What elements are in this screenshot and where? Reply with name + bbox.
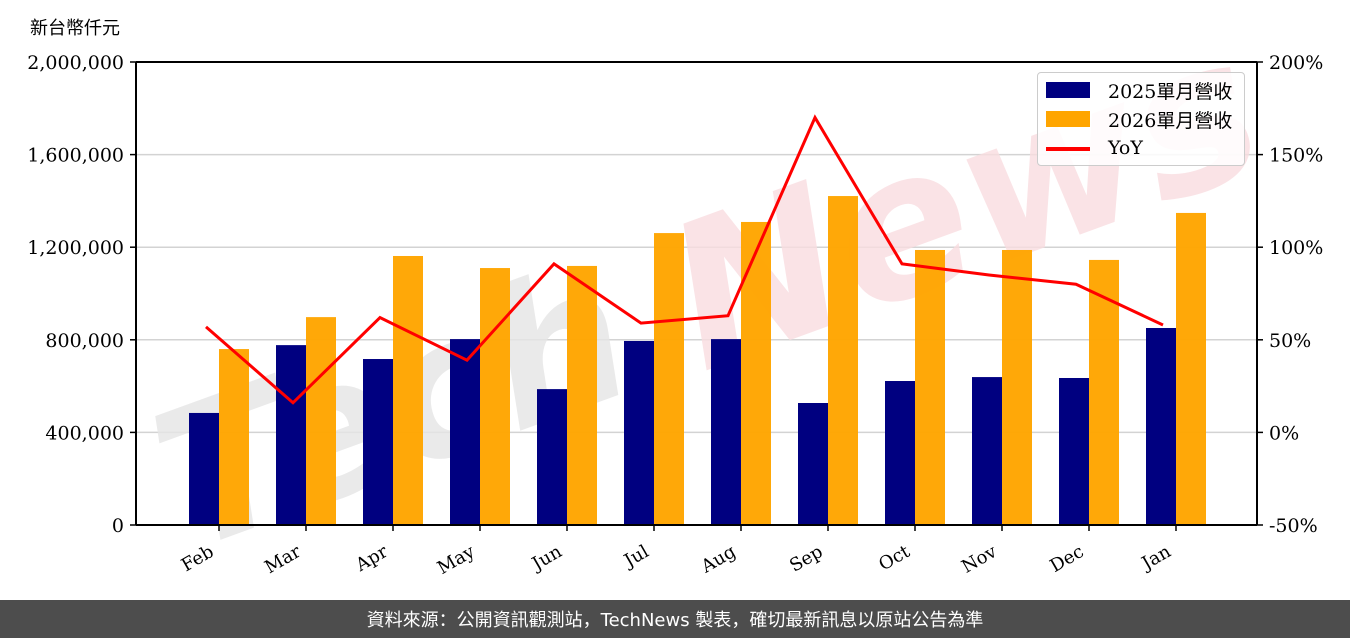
left-tick-label: 2,000,000 xyxy=(27,52,124,74)
legend-label-2025: 2025單月營收 xyxy=(1108,80,1233,103)
left-tick-label: 0 xyxy=(112,515,124,537)
legend-item-2025: 2025單月營收 xyxy=(1046,78,1233,103)
x-tick-label-may: May xyxy=(434,541,479,579)
right-tick-label: 50% xyxy=(1269,330,1311,352)
x-tick-label-dec: Dec xyxy=(1047,541,1088,577)
bar-2025-mar xyxy=(276,345,306,525)
bar-2025-jun xyxy=(537,389,567,525)
legend-item-yoy: YoY xyxy=(1046,136,1143,160)
left-tick-label: 800,000 xyxy=(45,330,124,352)
legend-label-yoy: YoY xyxy=(1108,137,1143,159)
x-tick-label-oct: Oct xyxy=(875,541,914,576)
x-tick-label-jun: Jun xyxy=(527,541,566,576)
source-footer: 資料來源：公開資訊觀測站，TechNews 製表，確切最新訊息以原站公告為準 xyxy=(0,600,1350,638)
chart-area: 新台幣仟元 TechNews0400,000800,0001,200,0001,… xyxy=(27,0,1323,594)
bar-2025-may xyxy=(450,339,480,525)
x-tick-label-aug: Aug xyxy=(697,541,740,578)
bar-2026-sep xyxy=(828,196,858,525)
x-tick-label-apr: Apr xyxy=(351,541,391,576)
bar-2026-nov xyxy=(1002,249,1032,525)
bar-2025-apr xyxy=(363,359,393,525)
x-tick-label-nov: Nov xyxy=(958,541,1001,578)
bar-2026-jun xyxy=(567,265,597,525)
x-tick-label-sep: Sep xyxy=(786,541,826,576)
bar-2026-apr xyxy=(393,255,423,525)
right-tick-label: 150% xyxy=(1269,145,1323,167)
bar-2026-oct xyxy=(915,249,945,525)
bar-2026-aug xyxy=(741,221,771,526)
bar-2026-mar xyxy=(306,317,336,525)
y-axis-unit-label: 新台幣仟元 xyxy=(30,18,120,39)
legend-swatch-2026 xyxy=(1046,111,1090,127)
left-tick-label: 400,000 xyxy=(45,422,124,444)
bar-2025-oct xyxy=(885,381,915,525)
right-tick-label: 0% xyxy=(1269,422,1299,444)
bar-2026-feb xyxy=(219,349,249,525)
left-tick-label: 1,200,000 xyxy=(27,237,124,259)
legend-label-2026: 2026單月營收 xyxy=(1108,109,1233,132)
right-tick-label: 100% xyxy=(1269,237,1323,259)
yoy-line xyxy=(205,114,1164,405)
legend-swatch-2025 xyxy=(1046,82,1090,98)
bar-2025-jul xyxy=(624,340,654,525)
combo-bar-line-chart: TechNews0400,000800,0001,200,0001,600,00… xyxy=(27,0,1323,594)
bar-2026-jul xyxy=(654,233,684,526)
bar-2026-dec xyxy=(1089,259,1119,525)
legend-item-2026: 2026單月營收 xyxy=(1046,107,1233,132)
bar-2025-jan xyxy=(1146,327,1176,525)
legend-line-yoy xyxy=(1046,147,1090,151)
bar-2025-aug xyxy=(711,339,741,525)
legend: 2025單月營收 2026單月營收 YoY xyxy=(1037,72,1245,166)
right-tick-label: -50% xyxy=(1269,515,1318,537)
x-tick-label-jan: Jan xyxy=(1137,541,1175,575)
footer-text: 資料來源：公開資訊觀測站，TechNews 製表，確切最新訊息以原站公告為準 xyxy=(366,610,984,631)
bar-2025-nov xyxy=(972,377,1002,525)
bar-2025-sep xyxy=(798,402,828,525)
x-tick-label-jul: Jul xyxy=(619,541,653,573)
left-tick-label: 1,600,000 xyxy=(27,145,124,167)
bar-2026-may xyxy=(480,268,510,525)
bar-2025-feb xyxy=(189,412,219,525)
bar-2025-dec xyxy=(1059,377,1089,525)
bar-2026-jan xyxy=(1176,212,1206,526)
right-tick-label: 200% xyxy=(1269,52,1323,74)
